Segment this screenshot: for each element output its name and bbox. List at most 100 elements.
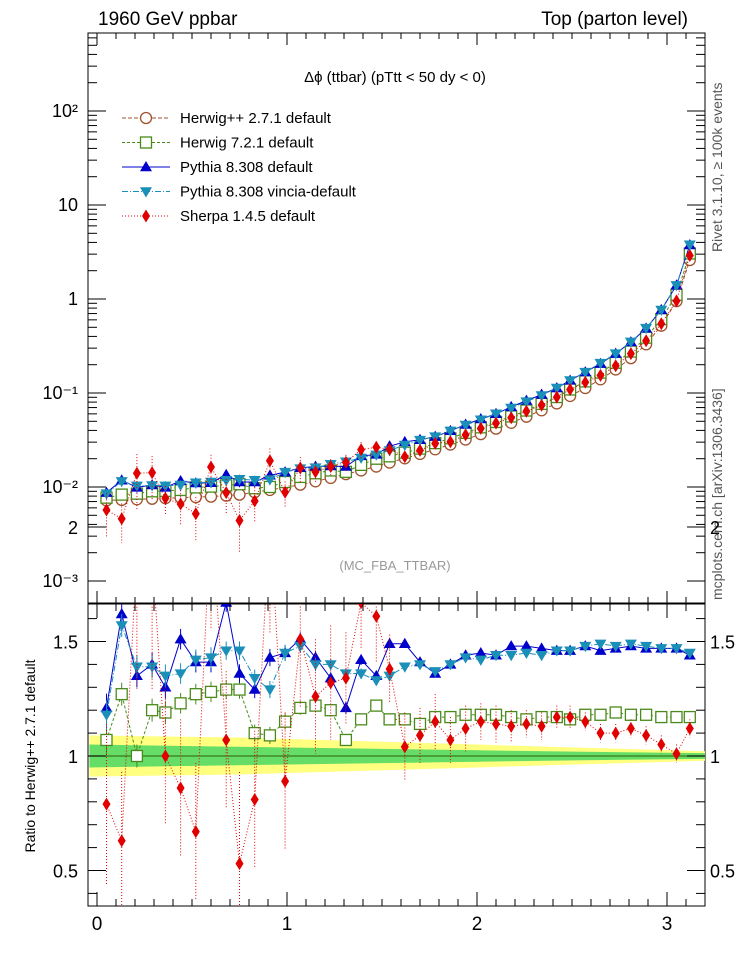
data-point — [490, 409, 502, 420]
rivet-label: Rivet 3.1.10, ≥ 100k events — [709, 82, 725, 252]
data-point — [398, 637, 411, 648]
data-point — [537, 719, 546, 733]
y-tick-label: 10² — [52, 101, 78, 121]
data-point — [474, 655, 487, 666]
data-point — [492, 717, 500, 731]
legend-label: Sherpa 1.4.5 default — [180, 208, 316, 225]
data-point — [130, 749, 144, 763]
data-point — [507, 719, 516, 733]
data-point — [444, 660, 457, 671]
x-tick-label: 2 — [472, 914, 483, 935]
series-line — [106, 244, 691, 494]
data-point — [339, 701, 352, 713]
data-point — [370, 676, 383, 687]
data-point — [204, 685, 218, 699]
data-point — [579, 641, 592, 653]
y-tick-label: 10⁻¹ — [42, 383, 78, 403]
data-point — [205, 653, 217, 664]
data-point — [222, 486, 231, 500]
data-point — [683, 648, 696, 659]
series-line — [106, 244, 691, 495]
data-point — [117, 512, 126, 526]
data-point — [640, 323, 653, 335]
legend-label: Pythia 8.308 default — [180, 159, 313, 176]
data-point — [161, 749, 170, 763]
data-point — [370, 699, 383, 712]
data-point — [535, 391, 548, 402]
data-point — [476, 421, 485, 435]
data-point — [176, 497, 185, 511]
data-point — [416, 443, 424, 457]
analysis-watermark: (MC_FBA_TTBAR) — [339, 558, 450, 573]
data-point — [579, 367, 592, 379]
chart-title: Δϕ (ttbar) (pTtt < 50 dy < 0) — [304, 69, 486, 86]
data-point — [248, 476, 261, 487]
data-point — [474, 415, 487, 426]
ratio-series-pythia-8-308-default — [100, 604, 696, 723]
data-point — [145, 704, 159, 717]
data-point — [189, 688, 202, 701]
data-point — [672, 294, 681, 308]
data-point — [624, 337, 637, 348]
data-point — [205, 477, 217, 489]
data-point — [220, 646, 233, 657]
data-point — [357, 443, 366, 457]
data-point — [385, 442, 394, 456]
data-point — [490, 651, 502, 662]
data-point — [626, 347, 635, 361]
data-point — [233, 488, 246, 501]
data-point — [161, 491, 170, 505]
data-point — [398, 662, 411, 673]
data-point — [609, 706, 622, 719]
data-point — [670, 281, 683, 292]
data-point — [520, 397, 533, 408]
data-point — [115, 477, 128, 488]
data-point — [594, 639, 607, 650]
data-point — [444, 426, 457, 437]
data-point — [639, 708, 653, 721]
data-point — [596, 368, 605, 382]
data-point — [341, 671, 350, 685]
series-herwig-7-2-1-default — [100, 247, 696, 504]
data-point — [550, 383, 563, 395]
ratio-y-tick-label-right: 0.5 — [710, 862, 735, 882]
data-point — [642, 728, 651, 742]
legend-label: Herwig 7.2.1 default — [180, 135, 314, 152]
data-point — [685, 249, 694, 263]
main-axis-ticks: 10⁻³ 10⁻² 10⁻¹ 1 10 10² — [42, 33, 706, 603]
data-point — [142, 209, 150, 223]
data-point — [140, 187, 152, 198]
data-point — [133, 546, 141, 559]
data-point — [461, 428, 470, 442]
data-point — [372, 440, 381, 454]
y-tick-label: 10⁻² — [42, 477, 78, 497]
data-point — [207, 507, 215, 520]
ratio-line — [106, 604, 691, 710]
data-point — [552, 710, 561, 724]
data-point — [265, 454, 274, 468]
process-label: Top (parton level) — [541, 9, 688, 30]
data-point — [474, 646, 487, 658]
ratio-panel: 0.5 0.5 1 1 1.5 1.5 2 2 0 1 2 3 Ratio to Herwig++ 2… — [22, 507, 735, 935]
x-tick-label: 3 — [662, 914, 673, 935]
data-point — [235, 514, 244, 528]
data-point — [655, 710, 668, 724]
y-tick-label: 10⁻³ — [42, 571, 78, 591]
data-point — [626, 722, 635, 736]
data-point — [611, 359, 620, 373]
data-point — [383, 713, 396, 726]
data-point — [311, 465, 320, 479]
data-point — [235, 857, 244, 871]
ratio-line — [106, 689, 690, 758]
data-point — [505, 640, 518, 651]
mcplots-label: mcplots.cern.ch [arXiv:1306.3436] — [709, 388, 725, 600]
data-point — [624, 639, 637, 650]
data-point — [294, 641, 307, 653]
data-point — [176, 781, 185, 795]
data-point — [263, 651, 276, 662]
series-sherpa-1-4-5-default — [102, 249, 694, 554]
ratio-series-sherpa-1-4-5-default — [102, 507, 694, 906]
data-point — [233, 646, 246, 657]
series-line — [106, 259, 691, 501]
data-point — [222, 733, 231, 747]
